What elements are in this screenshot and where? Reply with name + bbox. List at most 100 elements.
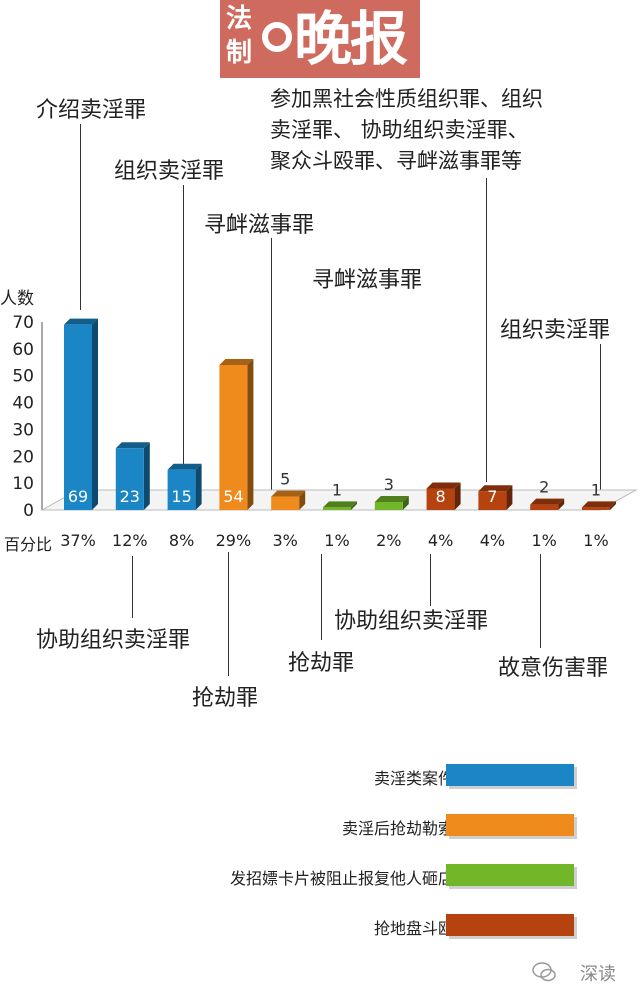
bar-front bbox=[167, 469, 196, 510]
bar-value-label: 1 bbox=[591, 480, 601, 499]
bar-7: 3 bbox=[374, 475, 409, 510]
bar-side bbox=[92, 318, 98, 510]
bar-value-label: 3 bbox=[384, 475, 394, 494]
bar-top bbox=[426, 482, 461, 489]
legend-label: 卖淫后抢劫勒索 bbox=[341, 819, 454, 838]
bar-front bbox=[530, 504, 559, 510]
leader-line-8 bbox=[430, 554, 431, 606]
percent-label: 4% bbox=[427, 531, 454, 550]
masthead-logo: 法 制 晚报 bbox=[220, 0, 420, 78]
bar-4: 54 bbox=[219, 358, 254, 510]
annotation-bar-7: 寻衅滋事罪 bbox=[312, 268, 423, 293]
leader-line-4 bbox=[228, 552, 229, 676]
y-tick-label: 40 bbox=[12, 394, 34, 414]
annotation-bar-5: 寻衅滋事罪 bbox=[204, 213, 315, 238]
percent-label: 37% bbox=[60, 531, 96, 550]
leader-line-9 bbox=[486, 178, 487, 482]
bar-front bbox=[115, 448, 144, 510]
bar-side bbox=[247, 358, 254, 510]
percent-label: 1% bbox=[583, 531, 609, 550]
y-tick-label: 10 bbox=[12, 474, 34, 494]
legend-label: 卖淫类案件 bbox=[373, 769, 454, 788]
bar-side bbox=[402, 495, 409, 510]
percent-label: 4% bbox=[479, 531, 506, 550]
y-axis-label: 人数 bbox=[0, 289, 34, 309]
bar-11: 1 bbox=[582, 480, 616, 510]
leader-line-6 bbox=[321, 554, 322, 640]
annotation-bar-2: 协助组织卖淫罪 bbox=[36, 628, 191, 653]
y-tick-label: 30 bbox=[12, 420, 34, 440]
annotation-bar-3: 组织卖淫罪 bbox=[114, 159, 225, 184]
annotation-bar-10: 故意伤害罪 bbox=[498, 656, 609, 681]
bar-value-label: 15 bbox=[171, 487, 191, 506]
bar-value-label: 1 bbox=[332, 480, 342, 499]
legend-swatch bbox=[446, 914, 574, 936]
logo-ring-icon bbox=[262, 22, 292, 52]
bar-front bbox=[478, 491, 507, 510]
bar-top bbox=[323, 501, 357, 508]
bar-value-label: 5 bbox=[280, 470, 290, 489]
annotation-bar-6: 抢劫罪 bbox=[288, 651, 355, 676]
bar-front bbox=[64, 324, 92, 510]
bar-10: 2 bbox=[530, 478, 565, 510]
bar-side bbox=[558, 498, 565, 510]
bar-side bbox=[195, 463, 202, 510]
bar-6: 1 bbox=[323, 480, 357, 510]
logo-text-bottom: 制 bbox=[226, 38, 253, 68]
bar-side bbox=[454, 482, 461, 510]
legend-swatch bbox=[446, 764, 574, 786]
leader-line-5 bbox=[271, 238, 272, 490]
bar-5: 5 bbox=[271, 470, 306, 510]
percent-label: 29% bbox=[215, 531, 252, 550]
bar-side bbox=[299, 490, 306, 510]
bar-top bbox=[219, 358, 254, 365]
legend-label: 发招嫖卡片被阻止报复他人砸店 bbox=[229, 869, 454, 888]
leader-line-3 bbox=[183, 185, 184, 465]
legend-swatch bbox=[446, 814, 574, 836]
bar-front bbox=[374, 501, 403, 510]
bar-value-label: 54 bbox=[223, 487, 243, 506]
bar-8: 8 bbox=[426, 482, 461, 510]
bar-front bbox=[582, 507, 610, 510]
logo-text-top: 法 bbox=[226, 4, 253, 34]
bar-value-label: 23 bbox=[120, 487, 140, 506]
bar-front bbox=[219, 364, 248, 510]
bar-1: 69 bbox=[64, 318, 98, 510]
legend-label: 抢地盘斗殴 bbox=[373, 919, 454, 938]
bar-front bbox=[426, 488, 455, 510]
bar-9: 7 bbox=[478, 485, 513, 510]
y-tick-label: 50 bbox=[12, 367, 34, 387]
watermark-text: 深读 bbox=[580, 964, 616, 985]
percent-label: 12% bbox=[112, 531, 148, 550]
legend-swatch bbox=[446, 864, 574, 886]
bar-top bbox=[582, 501, 616, 508]
percent-label: 8% bbox=[168, 531, 195, 550]
annotation-bar-8: 协助组织卖淫罪 bbox=[334, 609, 489, 634]
annotation-bar-11: 组织卖淫罪 bbox=[500, 318, 611, 343]
y-tick-label: 20 bbox=[12, 447, 34, 467]
leader-line-1 bbox=[80, 124, 81, 310]
chat-bubble-icon bbox=[532, 960, 556, 984]
annotation-bar-4: 抢劫罪 bbox=[192, 686, 259, 711]
bar-front bbox=[323, 507, 351, 510]
bar-value-label: 2 bbox=[539, 478, 549, 497]
leader-line-10 bbox=[540, 554, 541, 648]
bar-chart: 人数 0 10 20 30 40 50 60 70 69 23 15 54 5 1 3 8 7 2 1 bbox=[0, 289, 638, 518]
bar-side bbox=[506, 485, 513, 510]
bar-top bbox=[115, 442, 150, 449]
percent-row-title: 百分比 bbox=[4, 535, 53, 554]
bar-2: 23 bbox=[115, 442, 150, 510]
annotation-bar-9-line-2: 卖淫罪、 协助组织卖淫罪、 bbox=[270, 118, 529, 142]
percent-label: 1% bbox=[531, 531, 557, 550]
bar-value-label: 69 bbox=[68, 487, 88, 506]
bar-top bbox=[478, 485, 513, 492]
bar-top bbox=[64, 318, 98, 325]
annotation-bar-9-line-3: 聚众斗殴罪、寻衅滋事罪等 bbox=[270, 149, 522, 173]
logo-title: 晚报 bbox=[294, 5, 408, 73]
annotation-bar-9-line-1: 参加黑社会性质组织罪、组织 bbox=[270, 87, 543, 111]
bar-side bbox=[610, 501, 616, 510]
leader-line-2 bbox=[132, 556, 133, 618]
bar-top bbox=[374, 495, 409, 502]
bar-value-label: 8 bbox=[436, 487, 446, 506]
bar-side bbox=[143, 442, 150, 510]
